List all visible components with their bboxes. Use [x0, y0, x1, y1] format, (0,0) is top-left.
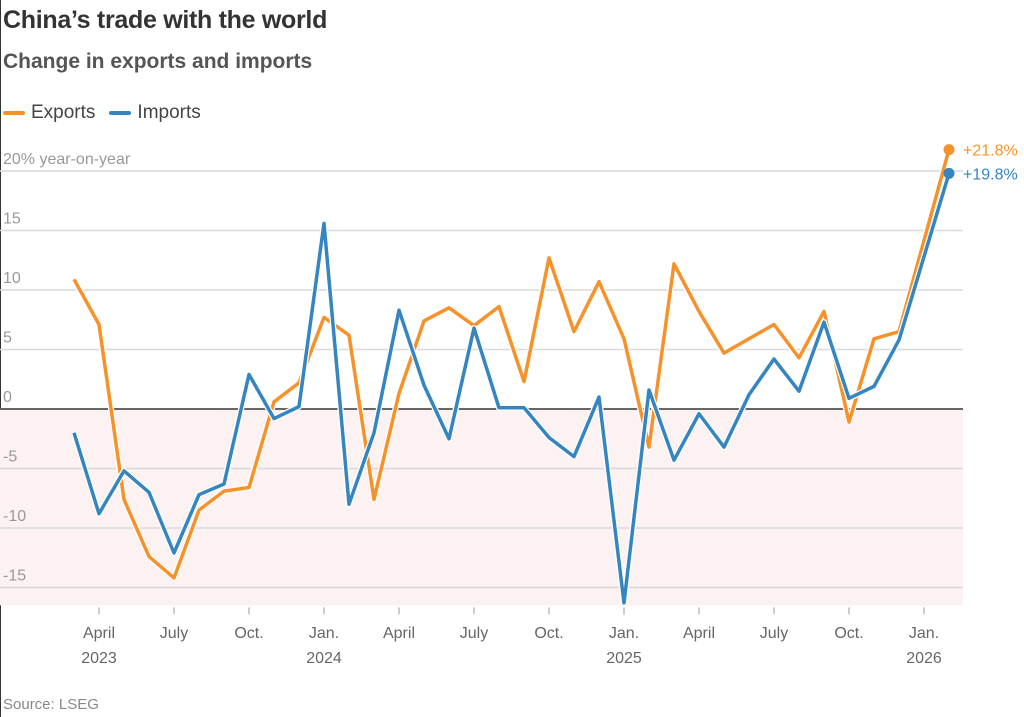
- legend-label-imports: Imports: [137, 102, 201, 123]
- x-tick-label: Jan.: [609, 625, 639, 642]
- x-tick-label: Jan.: [309, 625, 339, 642]
- x-tick-label: April: [683, 625, 715, 642]
- negative-band: [0, 409, 963, 606]
- x-tick-label: Oct.: [234, 625, 263, 642]
- y-tick-label: 5: [3, 330, 12, 347]
- left-border: [0, 0, 1, 717]
- legend-swatch-imports: [109, 111, 132, 115]
- x-tick-label: April: [383, 625, 415, 642]
- x-tick-label: Oct.: [834, 625, 863, 642]
- x-year-label: 2026: [906, 650, 942, 667]
- legend: Exports Imports: [3, 102, 215, 124]
- x-tick-label: July: [160, 625, 188, 642]
- x-tick-label: July: [760, 625, 788, 642]
- x-year-label: 2023: [81, 650, 117, 667]
- x-year-label: 2024: [306, 650, 342, 667]
- y-tick-label: 0: [3, 389, 12, 406]
- y-tick-label: 20% year-on-year: [3, 151, 131, 168]
- end-value-label: +21.8%: [963, 143, 1018, 160]
- end-point-marker: [943, 144, 955, 156]
- y-tick-label: 10: [3, 270, 21, 287]
- legend-item-exports: Exports: [3, 102, 95, 124]
- x-tick-label: July: [460, 625, 488, 642]
- y-tick-label: 15: [3, 211, 21, 228]
- x-tick-label: April: [83, 625, 115, 642]
- y-tick-label: -5: [3, 449, 17, 466]
- legend-label-exports: Exports: [31, 102, 96, 123]
- y-tick-label: -10: [3, 508, 26, 525]
- x-year-label: 2025: [606, 650, 642, 667]
- x-tick-label: Oct.: [534, 625, 563, 642]
- legend-item-imports: Imports: [109, 102, 201, 124]
- source-note: Source: LSEG: [3, 696, 99, 713]
- chart-subtitle: Change in exports and imports: [3, 50, 313, 73]
- end-point-marker: [943, 167, 955, 179]
- legend-swatch-exports: [3, 111, 25, 115]
- end-value-label: +19.8%: [963, 166, 1018, 183]
- chart-title: China’s trade with the world: [3, 6, 328, 34]
- y-tick-label: -15: [3, 568, 26, 585]
- x-tick-label: Jan.: [909, 625, 939, 642]
